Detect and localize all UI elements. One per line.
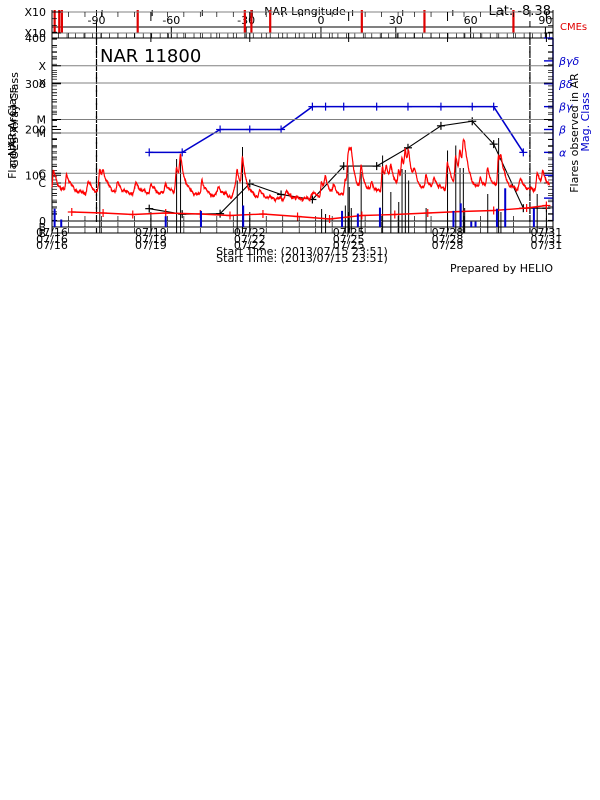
goes-event-markers	[53, 188, 535, 227]
svg-text:07/19: 07/19	[135, 233, 167, 246]
flare-event-bars	[99, 138, 538, 233]
mag-class-y-ticks: αβ βγ βδ βγδ	[544, 37, 580, 199]
svg-text:100: 100	[25, 169, 46, 182]
svg-text:07/28: 07/28	[432, 239, 464, 252]
svg-text:07/25: 07/25	[333, 239, 365, 252]
nar-area-y-ticks: 0 100 200 300 400	[25, 32, 61, 228]
svg-text:C: C	[38, 167, 46, 180]
svg-text:400: 400	[25, 32, 46, 45]
svg-text:200: 200	[25, 124, 46, 137]
svg-text:C: C	[38, 177, 46, 190]
prepared-by-footer: Prepared by HELIO	[450, 262, 553, 275]
svg-text:X: X	[38, 77, 46, 90]
panel2-start-time-caption: Start Time: (2013/07/15 23:51)	[216, 252, 388, 265]
panel1-start-time-caption: Start Time: (2013/07/15 23:51)	[216, 245, 388, 258]
svg-text:α: α	[559, 146, 567, 159]
svg-text:βδ: βδ	[558, 78, 573, 91]
mag-class-markers	[145, 102, 528, 157]
flare-class-y-ticks: B C M X X10	[24, 27, 553, 240]
svg-text:β: β	[558, 124, 566, 137]
flares-observed-axis-label: Flares observed in AR	[568, 73, 581, 193]
cmes-label: CMEs	[560, 22, 587, 33]
flare-xray-class-axis-label: Flare X-ray Class	[6, 87, 19, 179]
svg-text:90: 90	[538, 14, 552, 27]
svg-text:βγδ: βγδ	[558, 55, 580, 68]
svg-text:07/25: 07/25	[333, 233, 365, 246]
svg-text:300: 300	[25, 78, 46, 91]
svg-text:07/22: 07/22	[234, 233, 266, 246]
svg-text:M: M	[37, 127, 47, 140]
svg-text:M: M	[37, 114, 47, 127]
flare-trend-line	[71, 204, 547, 220]
svg-text:-60: -60	[162, 14, 180, 27]
panel-flare-ar: CMEs B C M X X10 07/16 07/19 07/22 07/25 07/28 07…	[0, 0, 600, 265]
panel-goes: B C M X X10 07/16 07/19 07/22 07/25 07/28 07/31 G…	[0, 0, 600, 277]
svg-text:X10: X10	[24, 27, 46, 40]
goes-class-y-ticks: B C M X X10	[24, 6, 553, 234]
svg-text:0: 0	[39, 215, 46, 228]
nar-area-axis-label: NAR Area	[6, 104, 19, 156]
svg-text:07/16: 07/16	[36, 239, 68, 252]
svg-text:07/22: 07/22	[234, 239, 266, 252]
panel3-x-ticks: 07/16 07/19 07/22 07/25 07/28 07/31	[36, 12, 562, 246]
svg-text:X: X	[38, 60, 46, 73]
svg-text:B: B	[38, 221, 46, 234]
svg-text:07/19: 07/19	[135, 239, 167, 252]
mag-class-series	[149, 105, 525, 154]
svg-text:0: 0	[317, 14, 324, 27]
svg-text:07/31: 07/31	[531, 239, 563, 252]
panel1-title: NAR 11800	[100, 46, 201, 67]
panel2-x-ticks: 07/16 07/19 07/22 07/25 07/28 07/31	[36, 33, 562, 252]
svg-text:X10: X10	[24, 6, 46, 19]
goes-class-gridlines	[52, 11, 553, 174]
svg-text:-90: -90	[88, 14, 106, 27]
svg-text:60: 60	[464, 14, 478, 27]
svg-text:07/28: 07/28	[432, 233, 464, 246]
svg-text:30: 30	[389, 14, 403, 27]
goes-xray-class-axis-label: GOES X-ray Class	[8, 72, 21, 168]
nar-area-series	[149, 120, 547, 215]
svg-text:07/16: 07/16	[36, 233, 68, 246]
mag-class-axis-label: Mag. Class	[579, 92, 592, 151]
svg-text:βγ: βγ	[558, 101, 573, 114]
panel-goes-svg: B C M X X10 07/16 07/19 07/22 07/25 07/28 07/31 G…	[8, 6, 562, 275]
goes-xray-flux-series	[51, 137, 551, 204]
svg-text:B: B	[38, 227, 46, 240]
svg-text:07/31: 07/31	[531, 233, 563, 246]
